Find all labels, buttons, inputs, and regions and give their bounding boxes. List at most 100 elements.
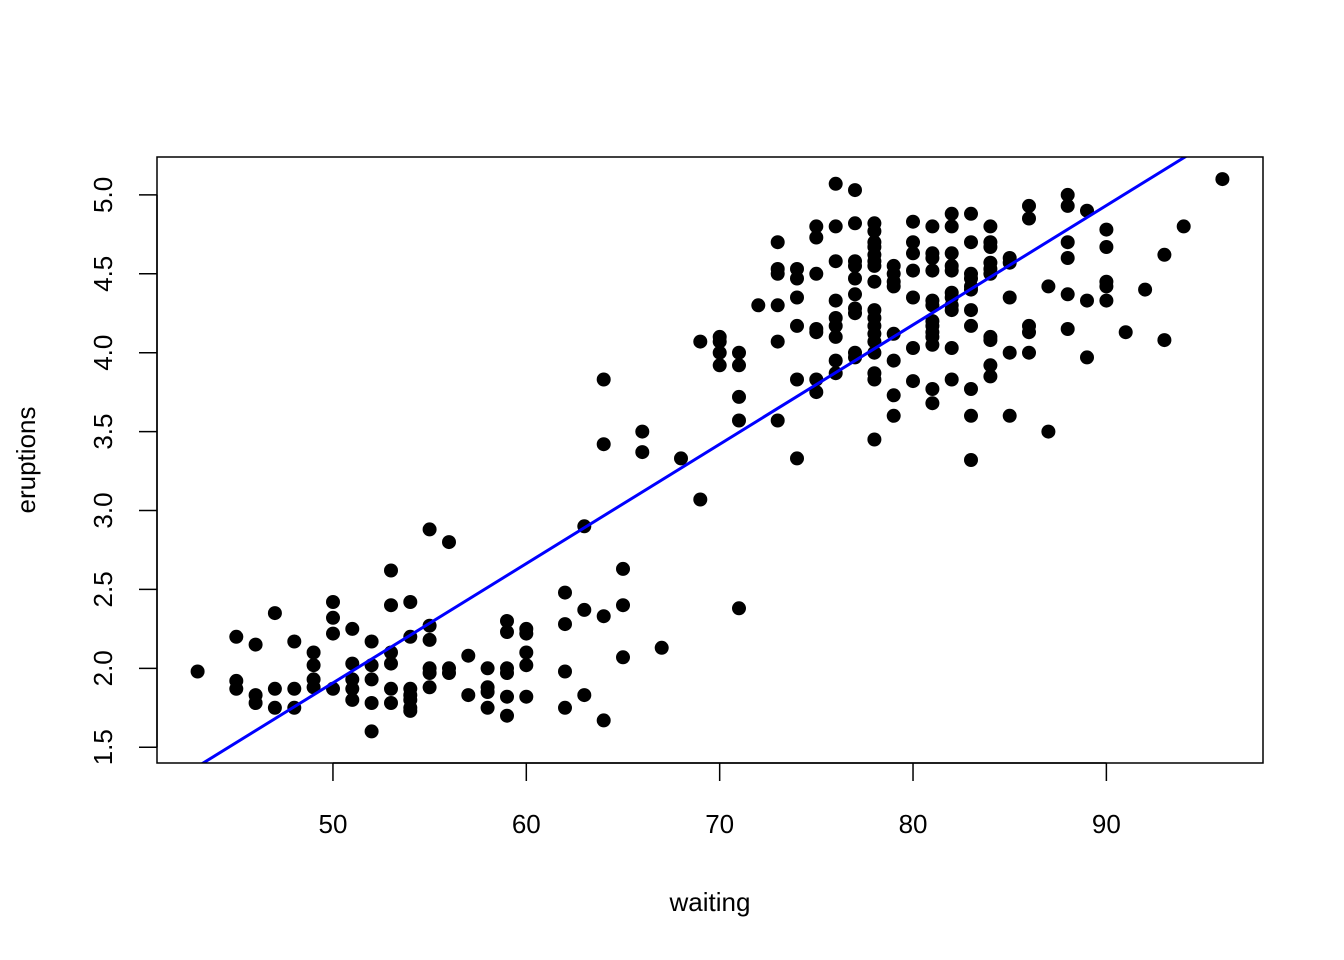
data-point — [403, 703, 418, 718]
data-point — [1060, 235, 1075, 250]
data-point — [248, 637, 263, 652]
data-point — [480, 700, 495, 715]
data-point — [1118, 325, 1133, 340]
data-point — [364, 696, 379, 710]
data-point — [790, 318, 804, 333]
data-point — [1157, 247, 1172, 262]
data-point — [867, 432, 882, 447]
data-point — [480, 685, 495, 699]
regression-line — [200, 157, 1188, 763]
y-axis: 1.5 2.0 2.5 3.0 3.5 4.0 4.5 5.0 — [88, 177, 158, 765]
data-point — [635, 424, 650, 439]
data-point — [442, 535, 456, 550]
data-point — [306, 658, 321, 673]
data-point — [886, 388, 901, 403]
data-point — [596, 609, 611, 624]
data-point — [558, 700, 572, 715]
data-point — [1099, 240, 1114, 254]
x-tick-label: 60 — [512, 809, 541, 839]
data-point — [596, 713, 611, 728]
data-point — [326, 595, 340, 609]
data-point — [944, 263, 959, 278]
data-point — [809, 266, 824, 281]
data-point — [732, 413, 746, 428]
data-point — [925, 298, 940, 313]
data-point — [732, 345, 746, 360]
data-point — [828, 353, 843, 368]
data-point — [964, 318, 978, 333]
data-point — [364, 672, 379, 687]
data-point — [906, 214, 920, 229]
data-point — [809, 325, 824, 340]
data-point — [500, 625, 514, 639]
data-point — [326, 610, 340, 625]
data-point — [1060, 322, 1075, 336]
y-tick-label: 5.0 — [88, 177, 118, 213]
y-tick-label: 2.5 — [88, 571, 118, 607]
x-axis: 50 60 70 80 90 — [318, 762, 1121, 839]
data-point — [944, 246, 959, 261]
data-point — [906, 374, 920, 389]
data-point — [190, 664, 205, 679]
data-point — [964, 206, 978, 221]
data-points — [190, 172, 1230, 739]
data-point — [867, 372, 882, 387]
data-point — [616, 650, 630, 665]
data-point — [558, 617, 572, 632]
data-point — [770, 298, 785, 313]
data-point — [964, 453, 978, 467]
data-point — [345, 621, 360, 636]
data-point — [944, 219, 959, 234]
data-point — [944, 206, 959, 221]
data-point — [1002, 408, 1017, 423]
x-tick-label: 80 — [899, 809, 928, 839]
data-point — [809, 385, 824, 400]
data-point — [1157, 333, 1172, 348]
y-tick-label: 4.5 — [88, 256, 118, 292]
data-point — [983, 369, 998, 384]
data-point — [558, 664, 572, 679]
data-point — [422, 522, 437, 537]
data-point — [519, 645, 534, 660]
data-point — [983, 266, 998, 281]
data-point — [1060, 287, 1075, 302]
data-point — [654, 640, 669, 655]
data-point — [422, 680, 437, 695]
data-point — [1022, 325, 1036, 340]
data-point — [287, 634, 302, 649]
data-point — [964, 235, 978, 250]
data-point — [1099, 293, 1114, 308]
data-point — [1099, 279, 1114, 294]
y-tick-label: 3.0 — [88, 492, 118, 528]
data-point — [480, 661, 495, 676]
data-point — [519, 689, 534, 704]
data-point — [770, 413, 785, 428]
data-point — [906, 263, 920, 278]
data-point — [229, 629, 244, 644]
data-point — [577, 688, 592, 703]
data-point — [828, 318, 843, 333]
data-point — [944, 372, 959, 387]
data-point — [1080, 293, 1094, 308]
data-point — [1080, 350, 1094, 365]
data-point — [326, 626, 340, 641]
data-point — [1041, 424, 1056, 439]
data-point — [983, 240, 998, 254]
data-point — [403, 595, 418, 609]
data-point — [770, 334, 785, 349]
data-point — [267, 606, 282, 621]
data-point — [828, 329, 843, 344]
x-tick-label: 70 — [705, 809, 734, 839]
data-point — [616, 561, 630, 576]
data-point — [925, 263, 940, 278]
x-tick-label: 50 — [318, 809, 347, 839]
data-point — [828, 219, 843, 234]
data-point — [790, 271, 804, 286]
data-point — [809, 219, 824, 234]
data-point — [964, 303, 978, 318]
data-point — [306, 645, 321, 660]
y-tick-label: 1.5 — [88, 729, 118, 765]
data-point — [1215, 172, 1230, 187]
data-point — [596, 372, 611, 387]
data-point — [1176, 219, 1191, 234]
